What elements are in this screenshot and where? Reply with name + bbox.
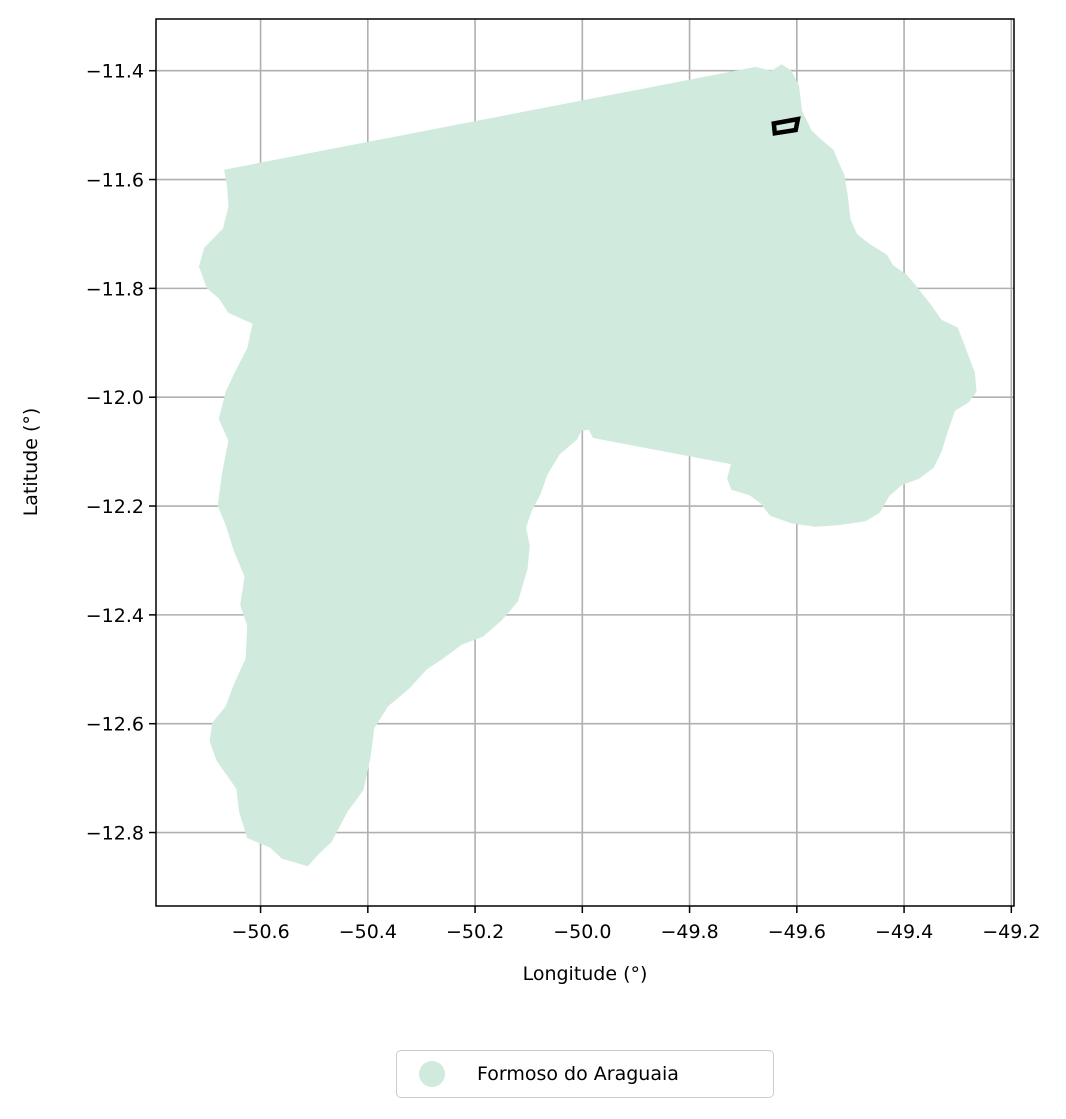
y-tick-label: −11.4	[86, 61, 144, 83]
x-tick-label: −50.4	[339, 921, 397, 943]
legend-label: Formoso do Araguaia	[477, 1063, 679, 1085]
x-tick-label: −49.2	[982, 921, 1040, 943]
y-tick-label: −11.8	[86, 278, 144, 300]
y-tick-label: −12.4	[86, 605, 144, 627]
y-tick-label: −12.8	[86, 823, 144, 845]
location-marker	[771, 116, 801, 136]
region-formoso-do-araguaia	[198, 64, 977, 867]
marker-layer	[771, 116, 801, 136]
x-tick-label: −50.6	[231, 921, 289, 943]
x-tick-label: −49.6	[768, 921, 826, 943]
x-axis-label: Longitude (°)	[523, 963, 648, 985]
plot-frame	[155, 18, 1015, 907]
x-axis-ticks: −50.6 −50.4 −50.2 −50.0 −49.8 −49.6 −49.4 −49.2	[231, 906, 1040, 943]
y-tick-label: −12.6	[86, 714, 144, 736]
legend: Formoso do Araguaia	[396, 1050, 774, 1098]
y-axis-label: Latitude (°)	[20, 408, 42, 517]
y-axis-ticks: −11.4 −11.6 −11.8 −12.0 −12.2 −12.4 −12.6 −12.8	[86, 61, 156, 845]
y-tick-label: −12.2	[86, 496, 144, 518]
x-tick-label: −49.4	[875, 921, 933, 943]
x-tick-label: −50.2	[446, 921, 504, 943]
y-tick-label: −12.0	[86, 387, 144, 409]
x-tick-label: −50.0	[553, 921, 611, 943]
map-figure: −50.6 −50.4 −50.2 −50.0 −49.8 −49.6 −49.4 −49.2…	[20, 18, 1040, 985]
legend-marker-icon	[419, 1061, 445, 1087]
region-layer	[198, 64, 977, 867]
x-tick-label: −49.8	[660, 921, 718, 943]
y-tick-label: −11.6	[86, 170, 144, 192]
